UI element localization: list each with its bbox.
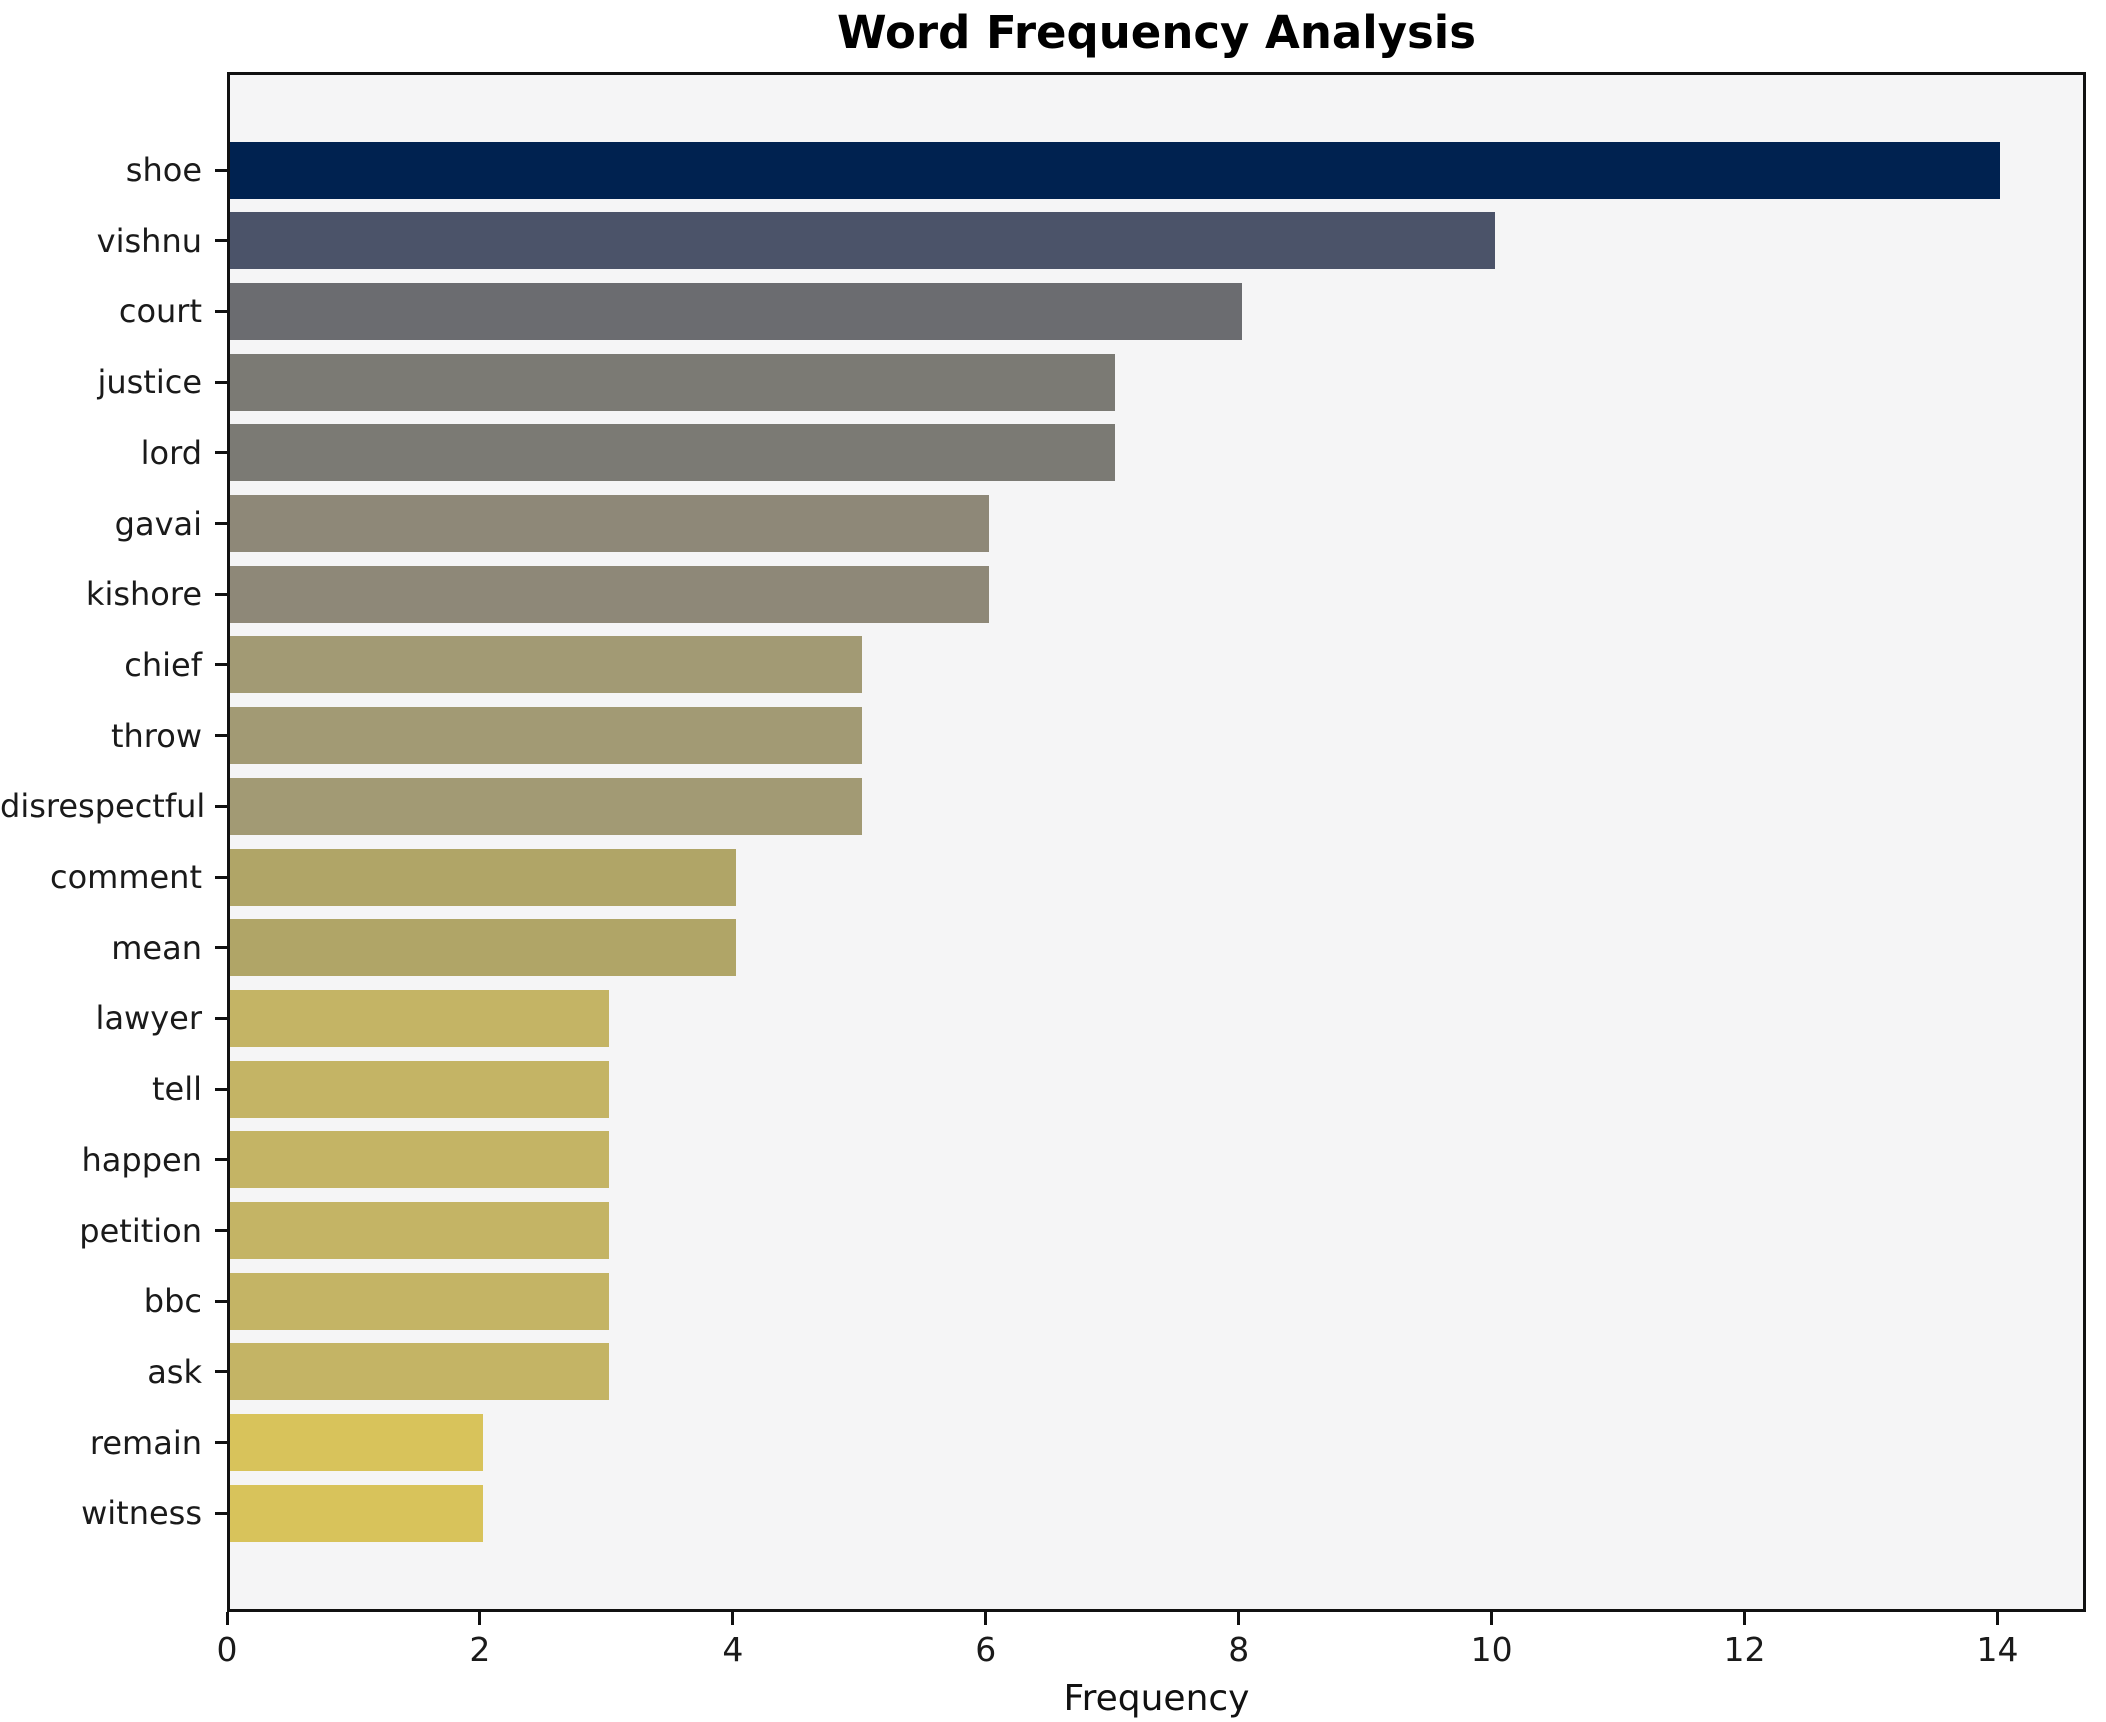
bar-vishnu: [230, 212, 1495, 270]
y-tick-label-lord: lord: [140, 433, 202, 472]
y-tick-label-bbc: bbc: [143, 1282, 202, 1321]
bar-lord: [230, 424, 1115, 482]
x-axis-label: Frequency: [1063, 1678, 1250, 1719]
bar-happen: [230, 1131, 609, 1189]
bar-disrespectful: [230, 777, 862, 835]
x-tick-6: [984, 1612, 988, 1625]
y-tick-vishnu: [215, 239, 227, 243]
bar-throw: [230, 707, 862, 765]
y-tick-label-disrespectful: disrespectful: [0, 787, 206, 826]
bar-gavai: [230, 495, 989, 552]
x-tick-label-2: 2: [469, 1630, 491, 1669]
y-tick-chief: [215, 663, 227, 667]
y-tick-petition: [215, 1229, 227, 1232]
left-spine: [227, 72, 230, 1612]
right-spine: [2083, 72, 2086, 1612]
y-tick-lawyer: [215, 1016, 227, 1020]
y-tick-label-court: court: [118, 292, 202, 331]
chart-title: Word Frequency Analysis: [836, 6, 1477, 59]
bar-kishore: [230, 565, 989, 623]
y-tick-label-remain: remain: [89, 1423, 202, 1462]
x-tick-label-6: 6: [975, 1630, 997, 1669]
x-tick-10: [1490, 1612, 1494, 1625]
y-tick-court: [215, 309, 227, 313]
top-spine: [227, 72, 2086, 75]
bar-petition: [230, 1202, 609, 1259]
y-tick-label-vishnu: vishnu: [96, 221, 202, 260]
y-tick-label-throw: throw: [110, 716, 202, 755]
y-tick-remain: [215, 1441, 227, 1445]
bar-justice: [230, 353, 1115, 411]
y-tick-label-ask: ask: [147, 1352, 202, 1391]
y-tick-label-witness: witness: [81, 1494, 202, 1533]
x-tick-label-14: 14: [1976, 1630, 2019, 1669]
y-tick-mean: [215, 946, 227, 950]
x-tick-label-0: 0: [216, 1630, 238, 1669]
y-tick-label-tell: tell: [151, 1070, 202, 1109]
bar-mean: [230, 919, 736, 977]
y-tick-ask: [215, 1370, 227, 1374]
bar-comment: [230, 848, 736, 906]
x-tick-label-10: 10: [1470, 1630, 1513, 1669]
y-tick-label-chief: chief: [124, 645, 202, 684]
x-tick-0: [225, 1612, 229, 1625]
x-tick-8: [1237, 1612, 1241, 1625]
y-tick-label-mean: mean: [111, 928, 202, 967]
y-tick-label-lawyer: lawyer: [95, 999, 202, 1038]
y-tick-lord: [215, 451, 227, 455]
y-tick-happen: [215, 1158, 227, 1162]
x-tick-2: [478, 1612, 482, 1625]
y-tick-disrespectful: [215, 804, 227, 808]
bar-tell: [230, 1060, 609, 1118]
bottom-spine: [227, 1609, 2086, 1612]
bar-chief: [230, 636, 862, 694]
y-tick-gavai: [215, 522, 227, 525]
y-tick-label-happen: happen: [81, 1140, 202, 1179]
x-tick-label-8: 8: [1228, 1630, 1250, 1669]
y-tick-label-kishore: kishore: [85, 575, 202, 614]
bar-lawyer: [230, 989, 609, 1047]
y-tick-justice: [215, 380, 227, 384]
x-tick-14: [1995, 1612, 1999, 1625]
y-tick-shoe: [215, 168, 227, 172]
bar-remain: [230, 1414, 483, 1472]
bar-witness: [230, 1484, 483, 1542]
y-tick-bbc: [215, 1299, 227, 1303]
y-tick-witness: [215, 1511, 227, 1515]
bar-court: [230, 282, 1242, 340]
y-tick-label-petition: petition: [79, 1211, 202, 1250]
y-tick-comment: [215, 875, 227, 879]
x-tick-label-12: 12: [1723, 1630, 1766, 1669]
x-tick-label-4: 4: [722, 1630, 744, 1669]
y-tick-label-shoe: shoe: [125, 151, 202, 189]
bar-shoe: [230, 141, 2000, 199]
y-tick-tell: [215, 1087, 227, 1091]
y-tick-label-gavai: gavai: [114, 504, 202, 543]
y-tick-throw: [215, 734, 227, 738]
y-tick-kishore: [215, 592, 227, 596]
x-tick-4: [731, 1612, 735, 1625]
x-tick-12: [1743, 1612, 1747, 1625]
y-tick-label-justice: justice: [97, 363, 202, 402]
y-tick-label-comment: comment: [49, 858, 202, 896]
bar-bbc: [230, 1272, 609, 1330]
bar-ask: [230, 1343, 609, 1401]
